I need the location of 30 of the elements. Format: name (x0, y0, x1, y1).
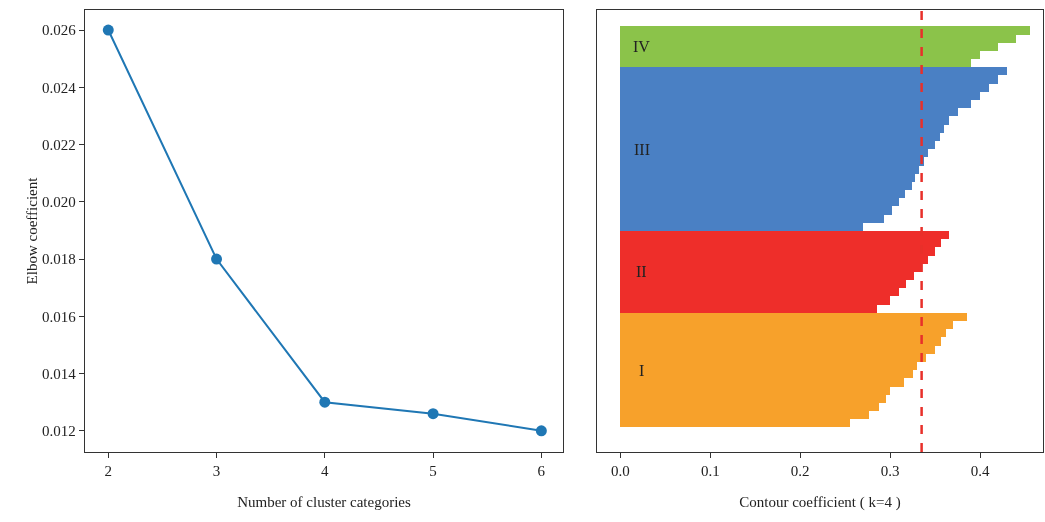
y-tick-label: 0.026 (42, 22, 77, 39)
x-tick-label: 0.2 (790, 463, 810, 480)
point (427, 408, 439, 420)
series-label: I (639, 362, 645, 379)
point (102, 24, 114, 36)
point (535, 425, 547, 437)
series-label: III (634, 141, 650, 158)
y-tick-label: 0.024 (42, 79, 77, 96)
y-tick-label: 0.020 (42, 194, 76, 211)
series-label: IV (633, 38, 651, 55)
x-axis-title: Contour coefficient ( k=4 ) (739, 494, 901, 512)
series-label: II (636, 263, 647, 280)
y-axis-title: Elbow coefficient (24, 176, 41, 285)
x-tick-label: 5 (429, 463, 437, 480)
y-tick-label: 0.012 (42, 423, 76, 440)
x-tick-label: 6 (537, 463, 546, 480)
y-tick-label: 0.016 (42, 308, 77, 325)
x-tick-label: 2 (104, 463, 113, 480)
x-tick-label: 0.1 (700, 463, 720, 480)
y-tick-label: 0.022 (42, 136, 76, 153)
x-tick-label: 0.3 (880, 463, 900, 480)
x-axis-title: Number of cluster categories (237, 494, 411, 511)
x-tick-label: 4 (321, 463, 330, 480)
x-tick-label: 0.0 (611, 463, 630, 480)
y-tick-label: 0.014 (42, 365, 77, 382)
point (319, 396, 331, 408)
y-tick-label: 0.018 (42, 251, 76, 268)
x-tick-label: 3 (212, 463, 221, 480)
x-tick-label: 0.4 (970, 463, 990, 480)
point (211, 253, 223, 265)
